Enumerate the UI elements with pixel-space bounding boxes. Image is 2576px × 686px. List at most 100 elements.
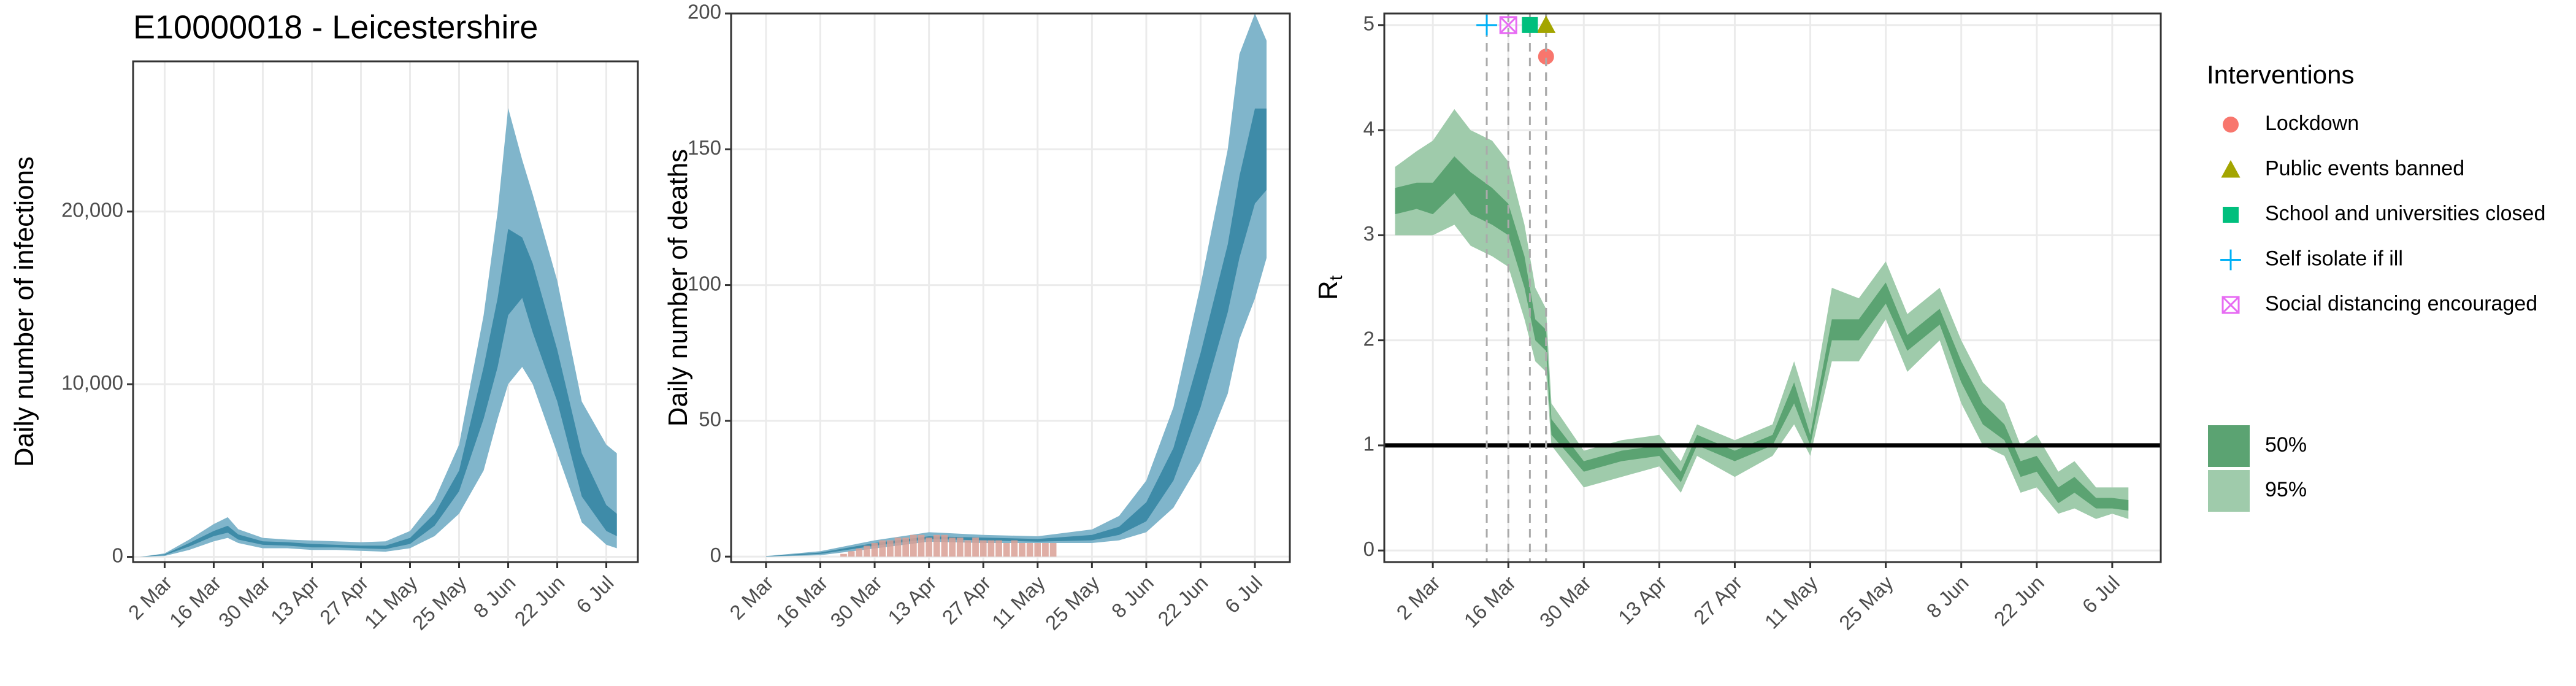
band [140,228,617,557]
x-tick-label: 16 Mar [165,571,226,632]
panel-border [1383,12,2162,563]
x-tick-label: 2 Mar [725,571,778,624]
y-tick-label: 3 [1363,222,1374,245]
legend-label: 50% [2265,433,2307,457]
x-tick-label: 6 Jul [572,571,618,617]
legend-label: School and universities closed [2265,202,2545,225]
x-tick-label: 27 Apr [938,571,995,629]
intervention-marker [1499,16,1517,34]
bar [871,543,878,557]
x-tick-label: 16 Mar [1460,571,1520,632]
marker-triangle [1536,15,1556,33]
y-tick-label: 150 [688,136,721,159]
x-tick-label: 25 May [408,571,471,634]
y-axis-label: Rt [1313,275,1346,300]
bar [941,534,948,557]
marker-triangle [2221,160,2241,178]
legend-title: Interventions [2207,60,2354,89]
x-tick-label: 2 Mar [1392,571,1444,624]
legend-label: Self isolate if ill [2265,247,2403,270]
x-tick-label: 30 Mar [1535,571,1596,632]
bar [1026,543,1033,557]
y-axis-label-main: Daily number of deaths [663,149,693,426]
intervention-marker [1538,48,1554,65]
x-tick-label: 8 Jun [1922,571,1973,622]
panel-border [132,60,639,563]
legend-key [2208,425,2250,467]
y-tick-label: 0 [112,544,123,566]
legend-label: Lockdown [2265,112,2359,135]
bar [879,540,886,557]
marker-square [2223,207,2239,223]
bar [864,545,870,557]
y-axis-label: Daily number of deaths [663,149,693,426]
legend-key [2208,470,2250,512]
legend-label: Public events banned [2265,156,2464,180]
y-tick-label: 0 [1363,538,1374,560]
panel-background [731,13,1290,562]
x-tick-label: 22 Jun [1153,571,1212,630]
intervention-marker [2223,207,2239,223]
x-tick-label: 13 Apr [1614,571,1671,629]
x-tick-label: 13 Apr [883,571,941,629]
bar [995,540,1002,557]
bar [887,540,894,557]
band [140,107,617,557]
x-tick-label: 11 May [360,571,422,633]
legend-item: School and universities closed [2223,202,2545,225]
intervention-marker [1476,14,1497,36]
x-tick-label: 27 Apr [1689,571,1747,629]
y-tick-label: 200 [688,1,721,23]
y-tick-label: 0 [710,544,721,566]
legend-item: Self isolate if ill [2220,247,2403,270]
x-tick-label: 16 Mar [772,571,832,632]
bar [1034,543,1041,557]
legend-label: 95% [2265,478,2307,501]
intervention-marker [2221,160,2241,178]
y-tick-label: 10,000 [61,371,123,394]
bar [949,538,956,557]
bar [1042,543,1049,557]
marker-circle [2223,117,2239,133]
x-tick-label: 22 Jun [1990,571,2049,630]
marker-square [1522,17,1538,33]
x-tick-label: 8 Jun [1107,571,1158,622]
y-tick-label: 100 [688,272,721,295]
bar [894,538,902,557]
y-axis-label-main: Daily number of infections [9,156,39,467]
band [1395,109,2129,519]
bar [933,534,940,557]
bar [1049,543,1057,557]
legend-label: Social distancing encouraged [2265,292,2537,315]
x-tick-label: 6 Jul [1221,571,1267,617]
intervention-marker [2221,296,2240,314]
intervention-marker [1522,17,1538,33]
y-tick-label: 20,000 [61,199,123,222]
bar [972,538,979,557]
bar [1003,543,1010,557]
marker-box [1499,16,1517,34]
y-tick-label: 2 [1363,327,1374,350]
intervention-marker [2220,249,2241,271]
panel-border [730,12,1291,563]
bar [840,553,847,557]
marker-x [2221,296,2240,314]
band [1395,156,2129,511]
bar [987,540,995,557]
bar [1011,540,1018,557]
intervention-marker [1536,15,1556,33]
bar [926,538,933,557]
y-axis-label-main: R [1313,280,1343,300]
x-tick-label: 30 Mar [826,571,886,632]
chart-title: E10000018 - Leicestershire [133,9,538,45]
x-tick-label: 22 Jun [510,571,569,630]
x-tick-label: 11 May [987,571,1049,633]
bar [848,551,855,557]
x-tick-label: 25 May [1834,571,1898,634]
bar [979,540,987,557]
bar [902,538,910,557]
y-tick-label: 4 [1363,117,1374,140]
x-tick-label: 6 Jul [2078,571,2124,617]
x-tick-label: 11 May [1760,571,1822,633]
